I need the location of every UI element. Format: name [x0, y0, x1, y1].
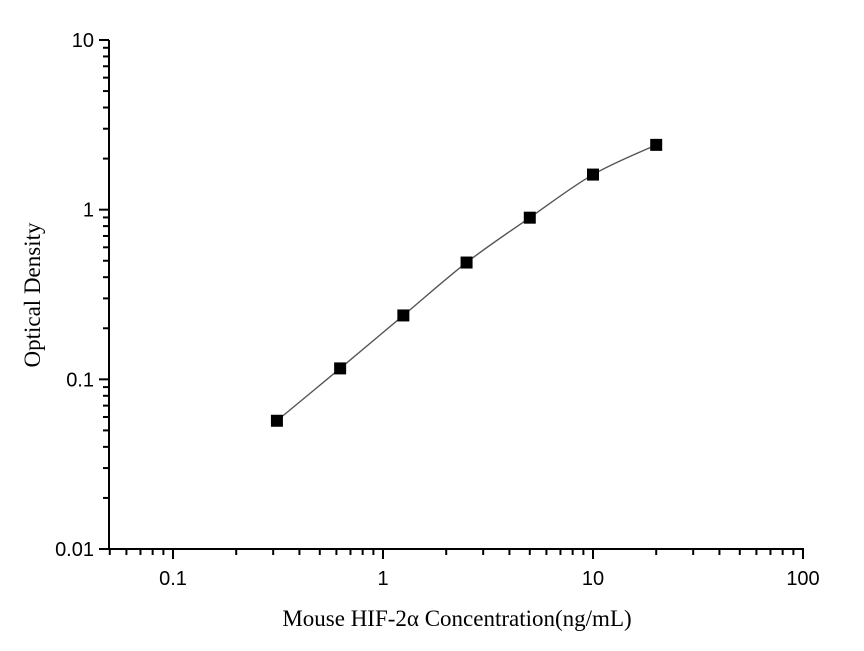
x-axis-title: Mouse HIF-2α Concentration(ng/mL) [282, 606, 631, 631]
fit-curve-path [276, 144, 657, 422]
data-point-square [270, 414, 283, 427]
y-tick-label: 10 [72, 30, 94, 52]
data-point-square [460, 256, 473, 269]
y-tick-label: 1 [83, 200, 94, 222]
x-tick-label: 10 [582, 568, 604, 590]
axes: 0.1 1 10 100 0.01 0.1 1 10 [55, 30, 820, 590]
y-axis-title: Optical Density [20, 222, 45, 367]
x-tick-label: 100 [786, 568, 819, 590]
y-tick-label: 0.01 [55, 539, 94, 561]
data-point-square [397, 309, 410, 322]
data-point-square [523, 211, 536, 224]
data-points [270, 138, 663, 427]
data-point-square [587, 168, 599, 181]
data-point-square [334, 362, 347, 375]
data-point-square [650, 138, 663, 151]
y-tick-label: 0.1 [66, 369, 94, 391]
x-tick-label: 1 [377, 568, 388, 590]
x-tick-label: 0.1 [159, 568, 187, 590]
fit-curve [276, 144, 657, 422]
